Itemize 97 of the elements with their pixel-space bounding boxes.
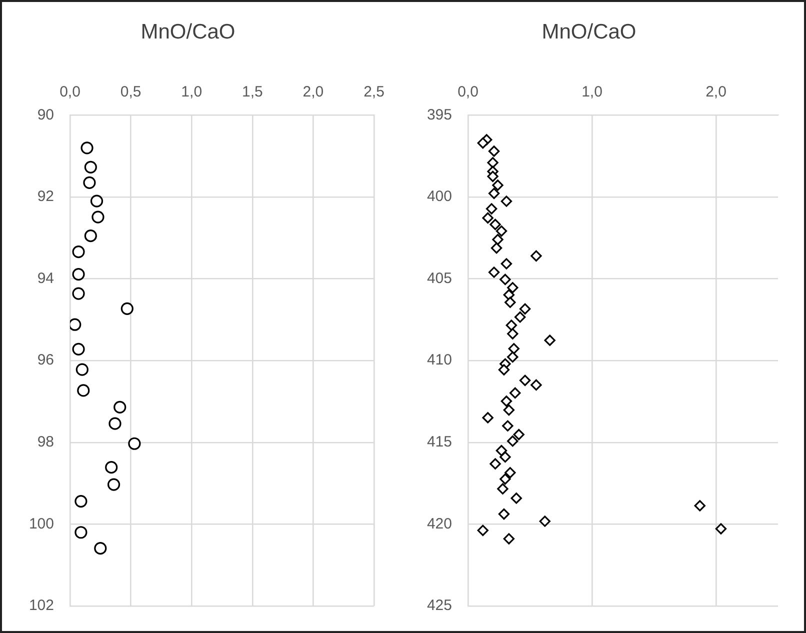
point [694,500,706,512]
y-tick-label: 400 [426,188,452,206]
point [715,523,727,534]
point [544,334,556,346]
point [80,142,94,154]
y-tick-label: 395 [426,106,452,124]
point [94,542,107,555]
point [72,342,85,356]
point [539,516,550,527]
point [72,246,85,258]
point [502,420,514,432]
y-tick-label: 415 [426,434,452,451]
point [477,524,488,536]
point [504,467,516,478]
point [496,225,508,237]
point [504,296,516,308]
point [70,318,82,331]
point [514,311,526,323]
point [500,196,512,207]
x-tick-label: 2,5 [364,83,384,100]
point [84,230,97,242]
point [482,212,494,224]
point [490,218,501,230]
y-tick-label: 420 [426,515,452,532]
point [128,437,141,450]
point [503,404,515,416]
point [500,274,511,286]
point [500,451,511,463]
point [503,289,515,300]
point [496,444,508,456]
point [108,417,122,430]
point [488,266,500,278]
point [486,203,498,214]
point [508,343,520,354]
point [500,473,511,485]
x-tick-label: 1,0 [181,83,202,100]
point [72,268,85,281]
point [519,303,531,315]
x-tick-label: 1,5 [242,83,263,100]
y-tick-label: 425 [426,597,452,614]
point [497,483,508,494]
point [76,363,88,376]
x-tick-label: 0,5 [120,83,142,100]
point [500,258,512,270]
point [72,287,85,300]
chart-title: MnO/CaO [140,20,236,44]
point [74,494,88,508]
point [488,188,500,199]
point [500,396,512,407]
point [507,435,518,447]
y-tick-label: 102 [28,597,54,614]
point [507,328,518,340]
y-tick-label: 96 [37,352,54,369]
y-tick-label: 92 [37,188,54,206]
point [105,461,118,474]
y-tick-label: 90 [37,106,54,124]
x-tick-label: 0,0 [458,83,478,100]
x-tick-label: 2,0 [706,83,726,100]
point [530,379,542,391]
point [530,250,542,262]
point [507,282,518,294]
y-tick-label: 98 [37,434,54,451]
point [487,170,498,182]
point [519,374,531,386]
y-tick-label: 405 [426,270,452,287]
point [92,210,104,224]
point [77,384,90,397]
x-tick-label: 2,0 [302,83,324,100]
point [74,526,88,539]
point [83,176,96,189]
point [506,320,517,331]
point [490,242,502,254]
point [477,137,488,149]
point [510,492,522,504]
y-tick-label: 410 [426,352,452,369]
x-tick-label: 1,0 [582,83,602,100]
point [498,508,510,520]
y-tick-label: 94 [37,270,54,287]
x-tick-label: 0,0 [60,83,80,100]
point [498,364,510,376]
point [90,194,104,208]
point [507,351,518,363]
point [107,478,120,491]
point [114,400,126,414]
point [490,458,501,470]
chart-title: MnO/CaO [542,20,636,44]
point [513,428,524,440]
point [482,412,494,424]
point [492,234,504,246]
point [503,533,515,544]
point [492,180,504,191]
point [510,387,521,399]
y-tick-label: 100 [28,515,54,532]
point [488,146,500,157]
point [84,160,97,174]
point [120,302,134,315]
point [487,157,498,168]
